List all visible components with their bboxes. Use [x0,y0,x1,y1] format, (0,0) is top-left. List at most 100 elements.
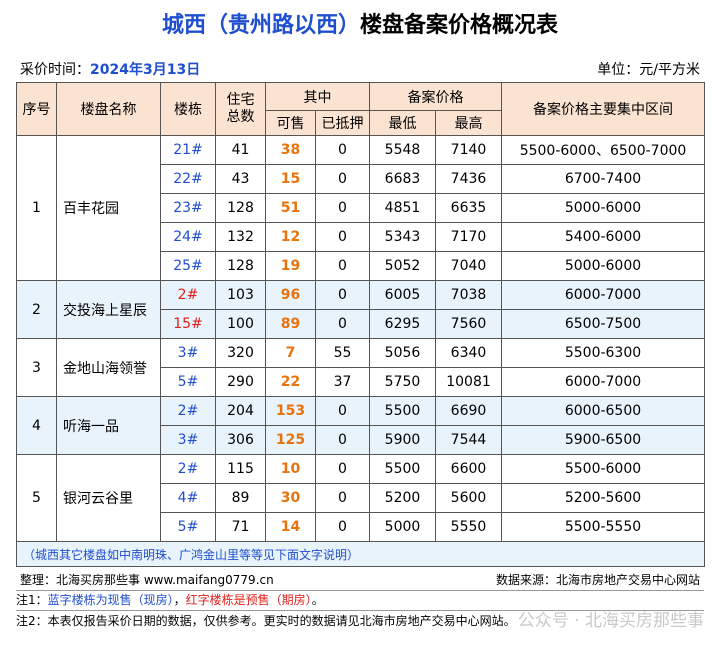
cell-building: 4# [160,483,216,513]
cell-building: 22# [160,164,216,194]
table-row: 4# 89 30 0 5200 5600 5200-5600 [17,483,705,513]
divider [16,610,704,611]
cell-building: 5# [160,512,216,542]
table-row: 25# 128 19 0 5052 7040 5000-6000 [17,251,705,281]
table-row: 22# 43 15 0 6683 7436 6700-7400 [17,164,705,194]
cell-available: 125 [265,425,316,455]
header-available: 可售 [265,110,316,136]
note1-red: 红字楼栋是预售（期房） [185,593,312,607]
cell-total: 290 [215,367,266,397]
note1-prefix: 注1： [16,593,48,607]
cell-building: 21# [160,135,216,165]
cell-building: 2# [160,280,216,310]
cell-project-name: 银河云谷里 [56,454,161,542]
cell-total: 128 [215,251,266,281]
cell-price-high: 7436 [435,164,502,194]
cell-available: 96 [265,280,316,310]
cell-mortgaged: 0 [315,193,370,223]
cell-mortgaged: 0 [315,396,370,426]
cell-price-high: 6635 [435,193,502,223]
cell-building: 5# [160,367,216,397]
cell-price-range: 5000-6000 [501,251,705,281]
header-building: 楼栋 [160,82,216,136]
cell-price-range: 5500-6000、6500-7000 [501,135,705,165]
cell-price-range: 6000-7000 [501,367,705,397]
cell-price-high: 7140 [435,135,502,165]
cell-mortgaged: 0 [315,512,370,542]
table-row: 3# 306 125 0 5900 7544 5900-6500 [17,425,705,455]
compiler-text: 整理：北海买房那些事 www.maifang0779.cn [20,573,274,587]
cell-mortgaged: 37 [315,367,370,397]
cell-available: 14 [265,512,316,542]
cell-total: 43 [215,164,266,194]
table-row: 5 银河云谷里 2# 115 10 0 5500 6600 5500-6000 [16,454,705,542]
header-record-price: 备案价格 [369,82,502,111]
cell-available: 22 [265,367,316,397]
cell-price-high: 6690 [435,396,502,426]
survey-date: 采价时间：2024年3月13日 [20,61,200,79]
cell-available: 89 [265,309,316,339]
cell-price-high: 6340 [435,338,502,368]
cell-seq: 3 [16,338,57,397]
note1-sep: ， [173,593,186,607]
cell-seq: 1 [16,135,57,281]
cell-price-low: 5052 [369,251,436,281]
note1-blue: 蓝字楼栋为现售（现房） [47,593,174,607]
table-row: 3 金地山海领誉 3# 320 7 55 5056 6340 5500-6300 [16,338,705,397]
cell-price-low: 5056 [369,338,436,368]
table-note-row: （城西其它楼盘如中南明珠、广鸿金山里等等见下面文字说明） [16,541,705,567]
cell-mortgaged: 0 [315,280,370,310]
header-low: 最低 [369,110,436,136]
cell-mortgaged: 0 [315,483,370,513]
source-text: 数据来源：北海市房地产交易中心网站 [495,573,700,587]
cell-seq: 5 [16,454,57,542]
cell-seq: 4 [16,396,57,455]
date-label: 采价时间： [20,62,90,78]
cell-price-low: 5548 [369,135,436,165]
cell-price-low: 6005 [369,280,436,310]
table-row: 1 百丰花园 21# 41 38 0 5548 7140 5500-6000、6500-7000 [16,135,705,281]
cell-price-range: 5500-6300 [501,338,705,368]
cell-total: 71 [215,512,266,542]
cell-price-high: 7560 [435,309,502,339]
cell-mortgaged: 0 [315,454,370,484]
cell-price-low: 5343 [369,222,436,252]
cell-total: 89 [215,483,266,513]
cell-project-name: 金地山海领誉 [56,338,161,397]
cell-available: 10 [265,454,316,484]
table-row: 5# 290 22 37 5750 10081 6000-7000 [17,367,705,397]
cell-price-low: 6295 [369,309,436,339]
cell-price-range: 5200-5600 [501,483,705,513]
note-1: 注1：蓝字楼栋为现售（现房），红字楼栋是预售（期房）。 [16,591,704,609]
cell-mortgaged: 0 [315,251,370,281]
cell-project-name: 百丰花园 [56,135,161,281]
header-mortgaged: 已抵押 [315,110,370,136]
note1-end: 。 [311,593,324,607]
cell-building: 2# [160,396,216,426]
table-row: 24# 132 12 0 5343 7170 5400-6000 [17,222,705,252]
cell-price-low: 5900 [369,425,436,455]
cell-building: 25# [160,251,216,281]
cell-price-range: 5500-5550 [501,512,705,542]
cell-total: 204 [215,396,266,426]
cell-building: 15# [160,309,216,339]
cell-available: 15 [265,164,316,194]
cell-building: 3# [160,425,216,455]
cell-price-high: 7038 [435,280,502,310]
cell-available: 7 [265,338,316,368]
cell-building: 24# [160,222,216,252]
cell-price-high: 6600 [435,454,502,484]
cell-price-range: 5000-6000 [501,193,705,223]
divider [16,590,704,591]
cell-mortgaged: 55 [315,338,370,368]
cell-total: 115 [215,454,266,484]
footer-credits: 整理：北海买房那些事 www.maifang0779.cn 数据来源：北海市房地… [16,570,704,590]
cell-price-low: 5200 [369,483,436,513]
cell-price-low: 6683 [369,164,436,194]
cell-price-range: 6500-7500 [501,309,705,339]
header-total: 住宅 总数 [215,82,266,136]
cell-seq: 2 [16,280,57,339]
table-row: 15# 100 89 0 6295 7560 6500-7500 [17,309,705,339]
cell-price-range: 5500-6000 [501,454,705,484]
cell-price-low: 4851 [369,193,436,223]
